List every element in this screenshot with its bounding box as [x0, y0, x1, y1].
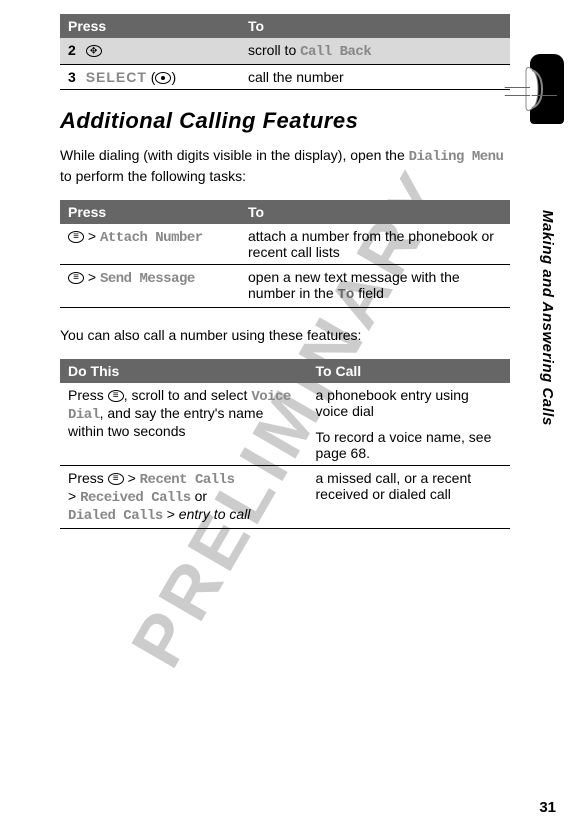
page-number: 31: [539, 799, 556, 816]
cell-to-recent: a missed call, or a recent received or d…: [308, 465, 511, 528]
cell-to-attach: attach a number from the phonebook or re…: [240, 224, 510, 265]
phone-icon: ⸺⸺⸺: [510, 54, 564, 126]
mid-paragraph: You can also call a number using these f…: [60, 326, 510, 345]
recent-calls-label: Recent Calls: [140, 472, 235, 488]
step-num: 2: [68, 42, 76, 58]
text: Press: [68, 470, 108, 486]
menu-key-icon: [108, 473, 124, 485]
do-this-table: Do This To Call Press , scroll to and se…: [60, 359, 510, 529]
text: Press: [68, 387, 108, 403]
th-to: To: [240, 14, 510, 38]
nav-key-icon: [86, 45, 102, 57]
text: While dialing (with digits visible in th…: [60, 147, 409, 163]
select-key-icon: [155, 72, 171, 84]
th-press: Press: [60, 14, 240, 38]
th-to: To: [240, 200, 510, 224]
press-to-table-mid: Press To > Attach Number attach a number…: [60, 200, 510, 308]
press-to-table-top: Press To 2 scroll to Call Back 3 SELECT …: [60, 14, 510, 90]
cell-to-voice: a phonebook entry using voice dial To re…: [308, 383, 511, 466]
text: , scroll to and select: [124, 387, 252, 403]
cell-do-voice: Press , scroll to and select Voice Dial,…: [60, 383, 308, 466]
received-calls-label: Received Calls: [80, 490, 191, 506]
cell-press-attach: > Attach Number: [60, 224, 240, 265]
text: >: [163, 506, 179, 522]
cell-to-2: scroll to Call Back: [240, 38, 510, 65]
cell-press-send: > Send Message: [60, 264, 240, 307]
cell-press-2: 2: [60, 38, 240, 65]
text: >: [84, 228, 100, 244]
cell-to-send: open a new text message with the number …: [240, 264, 510, 307]
menu-key-icon: [108, 390, 124, 402]
text: scroll to: [248, 42, 300, 58]
text: >: [124, 470, 140, 486]
text: >: [68, 488, 80, 504]
text: field: [354, 285, 384, 301]
attach-number-label: Attach Number: [100, 230, 203, 246]
text: To record a voice name, see page 68.: [316, 429, 503, 461]
cell-press-3: 3 SELECT (): [60, 65, 240, 90]
cell-to-3: call the number: [240, 65, 510, 90]
intro-paragraph: While dialing (with digits visible in th…: [60, 146, 510, 186]
th-do: Do This: [60, 359, 308, 383]
page-content: Press To 2 scroll to Call Back 3 SELECT …: [0, 0, 582, 529]
call-back-label: Call Back: [300, 44, 371, 60]
text: >: [84, 269, 100, 285]
select-label: SELECT: [86, 69, 147, 85]
text: to perform the following tasks:: [60, 168, 246, 184]
text: a phonebook entry using voice dial: [316, 387, 503, 419]
cell-do-recent: Press > Recent Calls > Received Calls or…: [60, 465, 308, 528]
step-num: 3: [68, 69, 76, 85]
text: or: [191, 488, 207, 504]
to-field-label: To: [338, 287, 355, 303]
dialed-calls-label: Dialed Calls: [68, 508, 163, 524]
th-press: Press: [60, 200, 240, 224]
menu-key-icon: [68, 272, 84, 284]
entry-to-call: entry to call: [179, 506, 251, 522]
dialing-menu-label: Dialing Menu: [409, 149, 504, 165]
send-message-label: Send Message: [100, 271, 195, 287]
menu-key-icon: [68, 231, 84, 243]
th-tocall: To Call: [308, 359, 511, 383]
section-heading: Additional Calling Features: [60, 108, 510, 134]
